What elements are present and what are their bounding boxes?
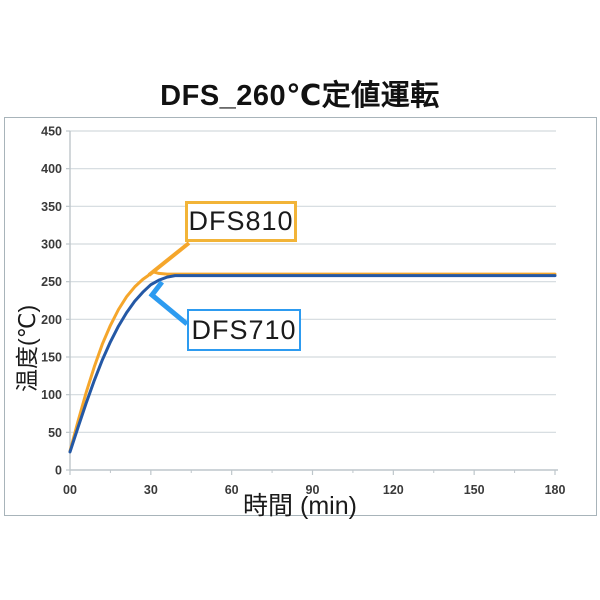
callout-line-dfs710: [148, 280, 189, 326]
y-tick-label: 350: [41, 200, 62, 214]
x-tick-label: 00: [63, 483, 77, 497]
y-tick-label: 100: [41, 388, 62, 402]
x-tick-label: 120: [383, 483, 404, 497]
y-tick-label: 150: [41, 351, 62, 365]
y-tick-label: 200: [41, 313, 62, 327]
x-axis-title: 時間 (min): [243, 492, 357, 520]
y-tick-label: 50: [48, 426, 62, 440]
chart-title: DFS_260℃定値運転: [160, 80, 440, 112]
series-label-box-dfs710: DFS710: [187, 309, 301, 351]
y-axis-title: 温度(℃): [14, 304, 40, 392]
x-tick-label: 30: [144, 483, 158, 497]
y-tick-label: 300: [41, 238, 62, 252]
x-tick-label: 180: [545, 483, 566, 497]
callout-line-dfs810: [147, 241, 191, 277]
y-tick-label: 250: [41, 275, 62, 289]
y-tick-label: 400: [41, 162, 62, 176]
series-label-dfs710: DFS710: [191, 314, 297, 345]
series-label-dfs810: DFS810: [188, 206, 294, 236]
x-tick-label: 60: [225, 483, 239, 497]
series-label-box-dfs810: DFS810: [185, 201, 297, 242]
x-tick-label: 90: [306, 483, 320, 497]
y-tick-label: 0: [55, 464, 62, 478]
series-line-dfs710: [68, 274, 557, 454]
y-tick-label: 450: [41, 125, 62, 139]
x-tick-label: 150: [464, 483, 485, 497]
